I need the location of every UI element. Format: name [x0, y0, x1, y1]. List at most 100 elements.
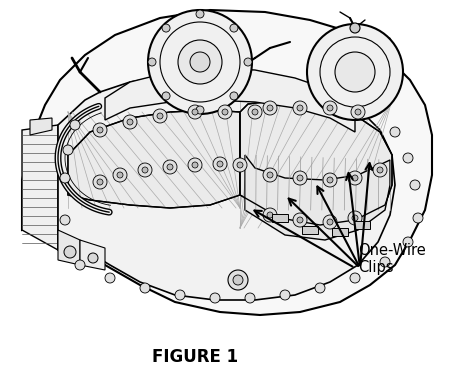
Circle shape [327, 177, 333, 183]
Circle shape [335, 52, 375, 92]
Circle shape [267, 212, 273, 218]
Circle shape [196, 106, 204, 114]
Text: One-Wire: One-Wire [358, 243, 426, 258]
Circle shape [263, 101, 277, 115]
Circle shape [140, 283, 150, 293]
Circle shape [323, 101, 337, 115]
Circle shape [233, 158, 247, 172]
Circle shape [348, 211, 362, 225]
Circle shape [188, 105, 202, 119]
Circle shape [97, 179, 103, 185]
Circle shape [410, 180, 420, 190]
Circle shape [350, 273, 360, 283]
Text: Clips: Clips [358, 260, 393, 275]
Circle shape [373, 163, 387, 177]
Circle shape [167, 164, 173, 170]
Polygon shape [330, 42, 345, 62]
Circle shape [267, 105, 273, 111]
Circle shape [228, 270, 248, 290]
Circle shape [244, 58, 252, 66]
Circle shape [293, 171, 307, 185]
Circle shape [60, 215, 70, 225]
Circle shape [162, 92, 170, 100]
Circle shape [148, 58, 156, 66]
Circle shape [123, 115, 137, 129]
Circle shape [218, 105, 232, 119]
Circle shape [196, 10, 204, 18]
Circle shape [213, 157, 227, 171]
Circle shape [263, 168, 277, 182]
Bar [272, 214, 288, 222]
Circle shape [127, 119, 133, 125]
Polygon shape [22, 125, 58, 250]
Circle shape [352, 215, 358, 221]
Circle shape [190, 52, 210, 72]
Polygon shape [370, 38, 390, 58]
Circle shape [105, 273, 115, 283]
Circle shape [138, 163, 152, 177]
Circle shape [217, 161, 223, 167]
Circle shape [390, 127, 400, 137]
Circle shape [222, 109, 228, 115]
Circle shape [315, 283, 325, 293]
Polygon shape [58, 72, 395, 300]
Circle shape [237, 162, 243, 168]
Circle shape [162, 24, 170, 32]
Bar [332, 228, 348, 236]
Circle shape [188, 158, 202, 172]
Circle shape [297, 217, 303, 223]
Bar [354, 221, 370, 229]
Polygon shape [105, 68, 355, 132]
Circle shape [230, 24, 238, 32]
Circle shape [355, 109, 361, 115]
Circle shape [323, 173, 337, 187]
Circle shape [153, 109, 167, 123]
Bar [302, 226, 318, 234]
Circle shape [293, 101, 307, 115]
Circle shape [327, 219, 333, 225]
Circle shape [63, 145, 73, 155]
Polygon shape [58, 230, 80, 265]
Circle shape [327, 105, 333, 111]
Polygon shape [30, 118, 52, 135]
Circle shape [280, 290, 290, 300]
Circle shape [60, 173, 70, 183]
Circle shape [175, 290, 185, 300]
Polygon shape [80, 240, 105, 270]
Circle shape [142, 167, 148, 173]
Circle shape [148, 10, 252, 114]
Circle shape [192, 109, 198, 115]
Circle shape [178, 40, 222, 84]
Circle shape [297, 175, 303, 181]
Circle shape [75, 260, 85, 270]
Circle shape [403, 237, 413, 247]
Circle shape [263, 208, 277, 222]
Circle shape [210, 293, 220, 303]
Circle shape [245, 293, 255, 303]
Polygon shape [245, 155, 390, 240]
Circle shape [93, 175, 107, 189]
Circle shape [323, 215, 337, 229]
Circle shape [93, 123, 107, 137]
Circle shape [113, 168, 127, 182]
Circle shape [351, 105, 365, 119]
Circle shape [157, 113, 163, 119]
Circle shape [252, 109, 258, 115]
Circle shape [403, 153, 413, 163]
Circle shape [88, 253, 98, 263]
Circle shape [352, 175, 358, 181]
Circle shape [117, 172, 123, 178]
Circle shape [307, 24, 403, 120]
Circle shape [297, 105, 303, 111]
Text: FIGURE 1: FIGURE 1 [152, 348, 238, 366]
Polygon shape [22, 10, 432, 315]
Circle shape [267, 172, 273, 178]
Circle shape [380, 257, 390, 267]
Circle shape [248, 105, 262, 119]
Circle shape [163, 160, 177, 174]
Circle shape [70, 120, 80, 130]
Circle shape [348, 171, 362, 185]
Circle shape [192, 162, 198, 168]
Circle shape [230, 92, 238, 100]
Circle shape [350, 23, 360, 33]
